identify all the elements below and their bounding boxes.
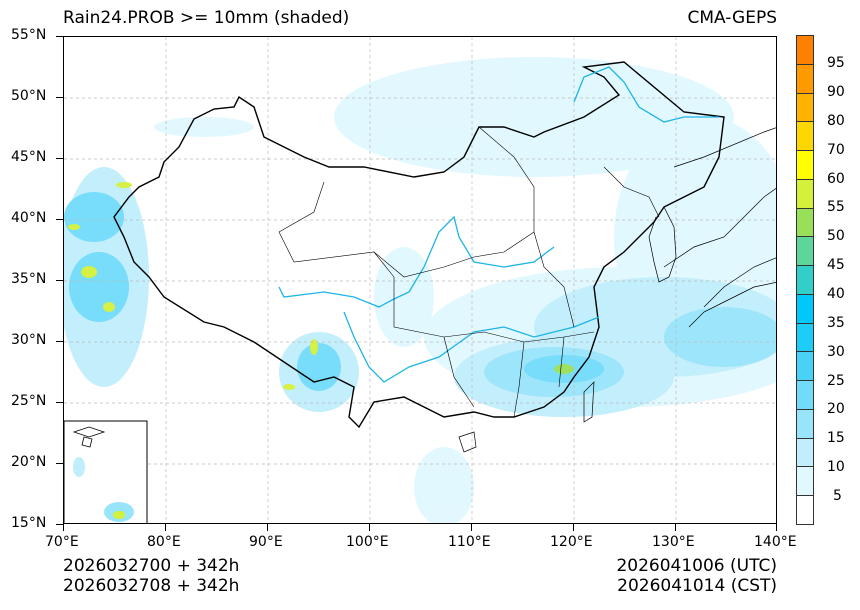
colorbar-label: 30 <box>827 344 845 360</box>
colorbar-swatch <box>797 323 813 353</box>
colorbar-swatch <box>797 496 813 525</box>
yangtze-river <box>343 311 600 383</box>
lat-tick-45: 45°N <box>11 149 47 165</box>
colorbar-swatch <box>797 438 813 468</box>
colorbar-swatch <box>797 151 813 180</box>
init-time-utc: 2026032700 + 342h <box>63 556 240 576</box>
valid-time-block: 2026041006 (UTC) 2026041014 (CST) <box>616 556 777 596</box>
amur-river <box>573 66 719 123</box>
colorbar-label: 20 <box>827 401 845 417</box>
lat-tick-mark <box>56 219 63 220</box>
lon-tick-mark <box>573 524 574 531</box>
init-time-block: 2026032700 + 342h 2026032708 + 342h <box>63 556 239 596</box>
lon-tick-70: 70°E <box>45 534 79 550</box>
colorbar-swatch <box>797 409 813 439</box>
lon-tick-80: 80°E <box>147 534 181 550</box>
china-border <box>113 61 725 429</box>
lat-tick-25: 25°N <box>11 393 47 409</box>
colorbar-swatch <box>797 352 813 382</box>
lon-tick-mark <box>675 524 676 531</box>
colorbar-label: 35 <box>827 315 845 331</box>
map-canvas <box>64 37 776 523</box>
colorbar-label: 15 <box>827 430 845 446</box>
colorbar-swatch <box>797 208 813 238</box>
colorbar-label: 70 <box>827 142 845 158</box>
lat-tick-mark <box>56 280 63 281</box>
colorbar-swatch <box>797 36 813 65</box>
lat-tick-mark <box>56 97 63 98</box>
colorbar-label: 60 <box>827 171 845 187</box>
lon-tick-mark <box>471 524 472 531</box>
precip-shading <box>64 57 776 523</box>
lon-tick-mark <box>165 524 166 531</box>
lon-tick-mark <box>63 524 64 531</box>
colorbar-swatch <box>797 294 813 324</box>
colorbar-label: 90 <box>827 84 845 100</box>
lon-tick-110: 110°E <box>448 534 491 550</box>
lat-tick-35: 35°N <box>11 271 47 287</box>
colorbar-swatch <box>797 122 813 152</box>
valid-time-utc: 2026041006 (UTC) <box>616 556 777 576</box>
lon-tick-100: 100°E <box>346 534 389 550</box>
colorbar-label: 40 <box>827 286 845 302</box>
colorbar-label: 80 <box>827 113 845 129</box>
province-borders <box>278 126 660 418</box>
lon-tick-mark <box>776 524 777 531</box>
colorbar-label: 95 <box>827 55 845 71</box>
lat-tick-mark <box>56 158 63 159</box>
colorbar-label: 55 <box>827 199 845 215</box>
colorbar-label: 5 <box>833 488 842 504</box>
colorbar-swatch <box>797 381 813 410</box>
coastlines <box>458 127 776 453</box>
yellow-river <box>278 215 555 308</box>
lon-tick-120: 120°E <box>550 534 593 550</box>
colorbar-label: 10 <box>827 459 845 475</box>
lon-tick-140: 140°E <box>754 534 797 550</box>
colorbar-swatch <box>797 266 813 295</box>
lon-tick-mark <box>369 524 370 531</box>
lat-tick-20: 20°N <box>11 454 47 470</box>
lat-tick-55: 55°N <box>11 27 47 43</box>
lat-tick-40: 40°N <box>11 210 47 226</box>
lat-tick-mark <box>56 402 63 403</box>
lon-tick-90: 90°E <box>249 534 283 550</box>
valid-time-cst: 2026041014 (CST) <box>617 576 777 596</box>
colorbar <box>796 35 814 525</box>
lon-tick-mark <box>267 524 268 531</box>
gridlines <box>64 37 776 523</box>
lat-tick-mark <box>56 36 63 37</box>
chart-title: Rain24.PROB >= 10mm (shaded) <box>63 8 350 28</box>
colorbar-label: 50 <box>827 228 845 244</box>
lat-tick-15: 15°N <box>11 515 47 531</box>
init-time-cst: 2026032708 + 342h <box>63 576 240 596</box>
lat-tick-50: 50°N <box>11 88 47 104</box>
colorbar-label: 25 <box>827 373 845 389</box>
lat-tick-mark <box>56 524 63 525</box>
colorbar-swatch <box>797 467 813 497</box>
colorbar-swatch <box>797 237 813 267</box>
colorbar-swatch <box>797 179 813 209</box>
lat-tick-mark <box>56 341 63 342</box>
lon-tick-130: 130°E <box>652 534 695 550</box>
model-name: CMA-GEPS <box>687 8 777 28</box>
lat-tick-mark <box>56 463 63 464</box>
lat-tick-30: 30°N <box>11 332 47 348</box>
colorbar-label: 45 <box>827 257 845 273</box>
colorbar-swatch <box>797 64 813 94</box>
colorbar-swatch <box>797 93 813 123</box>
map-panel <box>63 36 777 524</box>
